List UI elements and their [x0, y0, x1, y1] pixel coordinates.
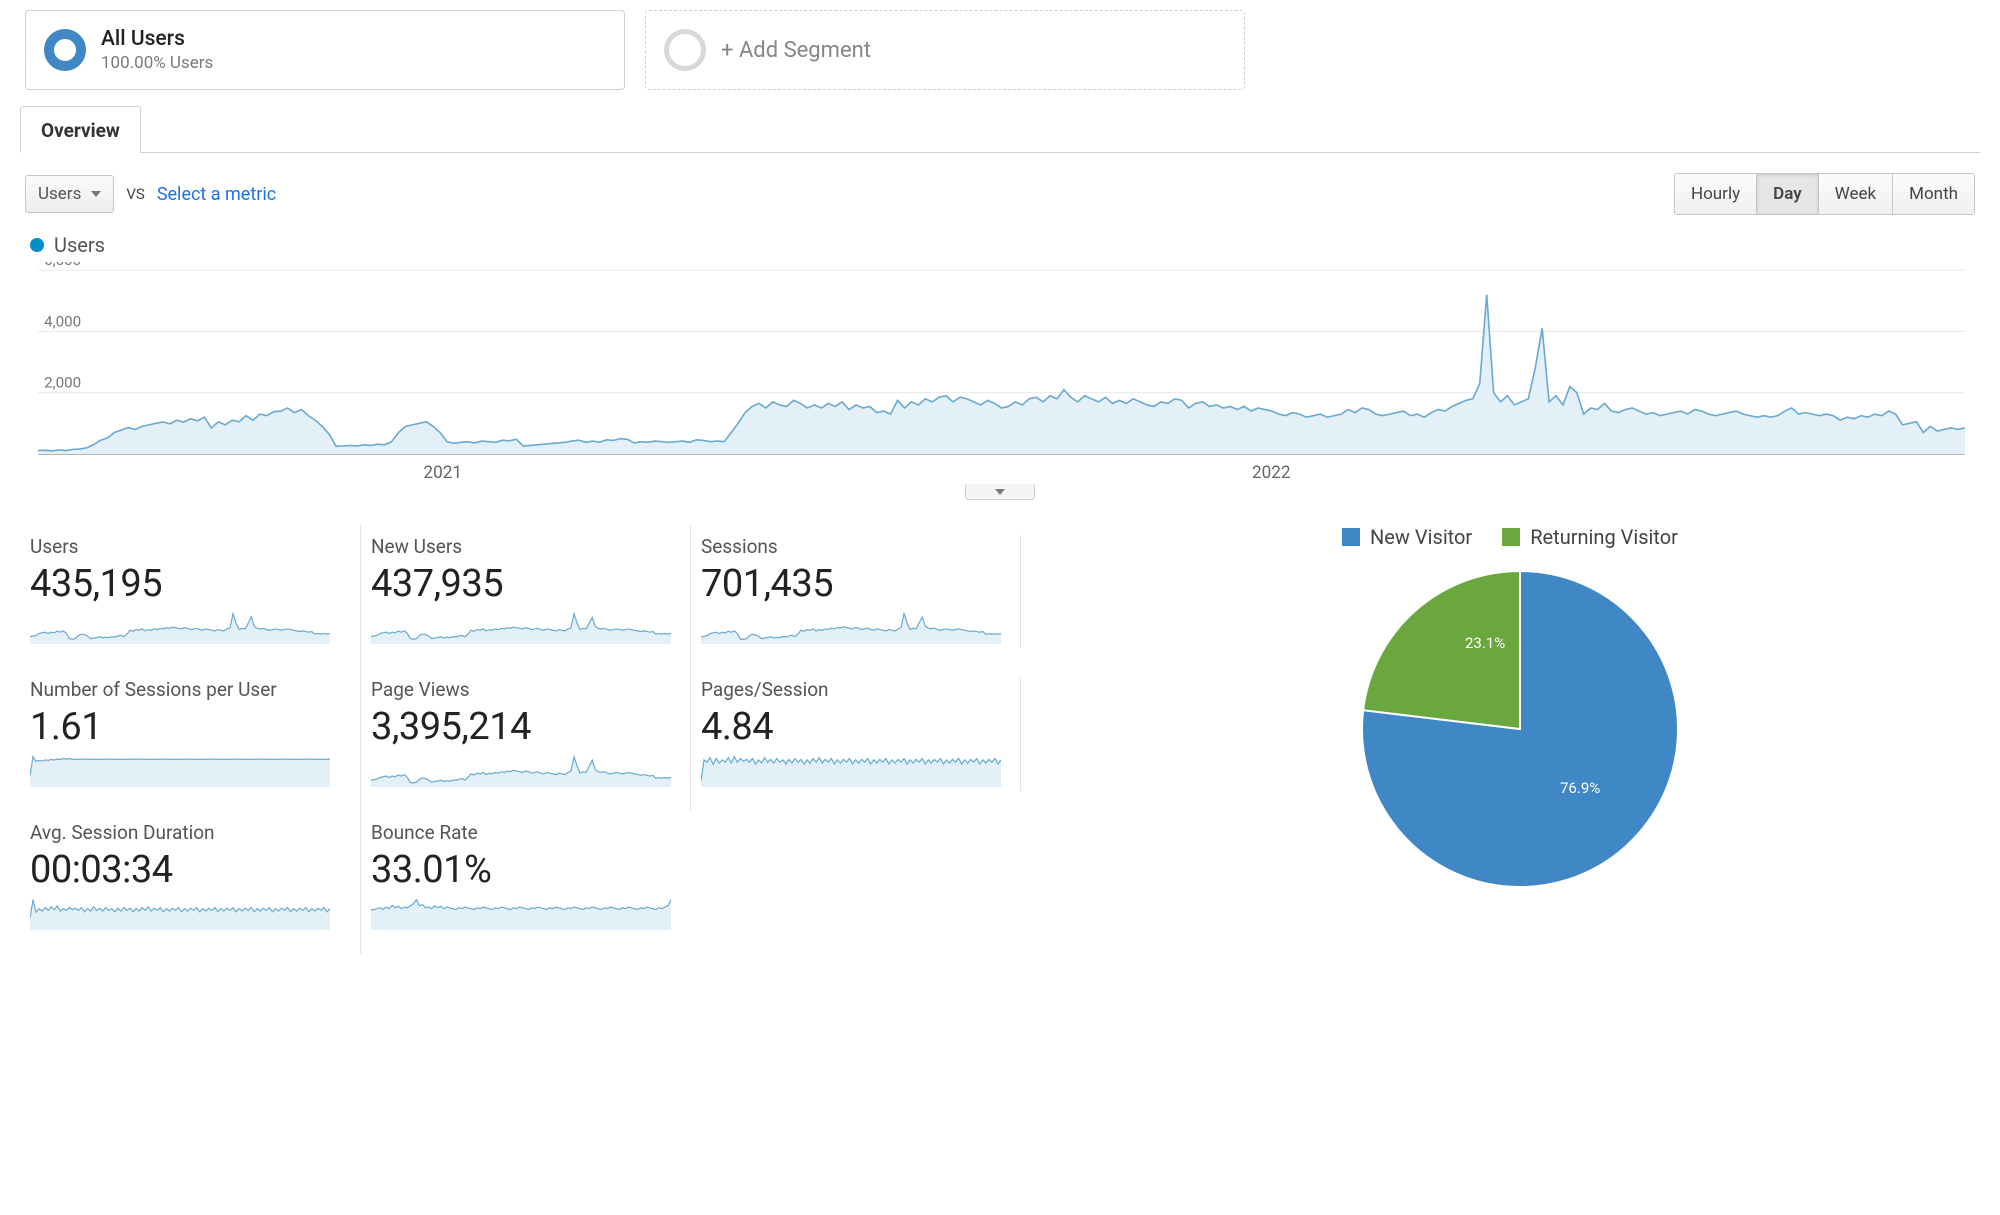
caret-down-icon [995, 489, 1005, 495]
pie-slice-label: 76.9% [1560, 779, 1600, 797]
metric-value: 33.01% [371, 848, 670, 892]
tab-bar: Overview [20, 105, 1980, 153]
main-chart-legend: Users [20, 233, 1980, 257]
metric-label: Users [30, 535, 340, 558]
metric-value: 701,435 [701, 562, 1000, 606]
legend-label: Users [54, 233, 105, 257]
metric-label: Pages/Session [701, 678, 1000, 701]
time-toggle-week[interactable]: Week [1818, 174, 1892, 214]
metric-label: Number of Sessions per User [30, 678, 340, 701]
pie-slice-label: 23.1% [1465, 634, 1505, 652]
metric-avg-session-duration[interactable]: Avg. Session Duration 00:03:34 [30, 811, 360, 954]
pie-legend-new-visitor: New Visitor [1342, 525, 1472, 549]
bottom-row: Users 435,195 New Users 437,935 Sessions… [20, 525, 1980, 954]
main-users-chart: 2,000 4,000 6,000 2021 2022 [30, 262, 1970, 484]
metric-value: 00:03:34 [30, 848, 340, 892]
controls-row: Users VS Select a metric HourlyDayWeekMo… [20, 173, 1980, 215]
metrics-grid: Users 435,195 New Users 437,935 Sessions… [30, 525, 1020, 954]
pie-legend: New Visitor Returning Visitor [1342, 525, 1678, 549]
vs-label: VS [126, 185, 144, 203]
metric-label: New Users [371, 535, 670, 558]
metric-new-users[interactable]: New Users 437,935 [360, 525, 690, 668]
pie-swatch-icon [1502, 528, 1520, 546]
metric-users[interactable]: Users 435,195 [30, 525, 360, 668]
add-segment-label: + Add Segment [721, 38, 871, 63]
legend-dot-icon [30, 238, 44, 252]
svg-text:2,000: 2,000 [44, 374, 81, 392]
metric-label: Bounce Rate [371, 821, 670, 844]
caret-down-icon [91, 191, 101, 197]
metric-value: 4.84 [701, 705, 1000, 749]
select-metric-link[interactable]: Select a metric [157, 184, 276, 205]
chart-expand-handle[interactable] [965, 484, 1035, 500]
metric-value: 435,195 [30, 562, 340, 606]
pie-legend-returning-visitor: Returning Visitor [1502, 525, 1678, 549]
add-segment-button[interactable]: + Add Segment [645, 10, 1245, 90]
metric-bounce-rate[interactable]: Bounce Rate 33.01% [360, 811, 690, 954]
metric-page-views[interactable]: Page Views 3,395,214 [360, 668, 690, 811]
visitor-pie-chart: 76.9% 23.1% [1360, 569, 1680, 889]
metric-label: Sessions [701, 535, 1000, 558]
metric-label: Page Views [371, 678, 670, 701]
segment-circle-icon [44, 29, 86, 71]
metric-dropdown-label: Users [38, 184, 81, 204]
segment-all-users[interactable]: All Users 100.00% Users [25, 10, 625, 90]
tab-overview[interactable]: Overview [20, 106, 141, 153]
add-segment-circle-icon [664, 29, 706, 71]
metric-dropdown[interactable]: Users [25, 175, 114, 213]
segment-subtitle: 100.00% Users [101, 53, 213, 73]
svg-text:2022: 2022 [1252, 463, 1291, 483]
metric-value: 3,395,214 [371, 705, 670, 749]
metric-value: 1.61 [30, 705, 340, 749]
time-toggle-hourly[interactable]: Hourly [1675, 174, 1756, 214]
metric-label: Avg. Session Duration [30, 821, 340, 844]
visitor-pie-column: New Visitor Returning Visitor 76.9% 23.1% [1050, 525, 1970, 954]
svg-text:2021: 2021 [423, 463, 462, 483]
time-toggle-month[interactable]: Month [1892, 174, 1974, 214]
metric-pages-session[interactable]: Pages/Session 4.84 [690, 668, 1020, 811]
metric-number-of-sessions-per-user[interactable]: Number of Sessions per User 1.61 [30, 668, 360, 811]
time-toggle-day[interactable]: Day [1756, 174, 1818, 214]
svg-text:6,000: 6,000 [44, 262, 81, 269]
pie-swatch-icon [1342, 528, 1360, 546]
time-granularity-toggle: HourlyDayWeekMonth [1674, 173, 1975, 215]
svg-text:4,000: 4,000 [44, 312, 81, 330]
metric-sessions[interactable]: Sessions 701,435 [690, 525, 1020, 668]
metric-value: 437,935 [371, 562, 670, 606]
segment-title: All Users [101, 27, 213, 51]
segments-row: All Users 100.00% Users + Add Segment [20, 10, 1980, 90]
